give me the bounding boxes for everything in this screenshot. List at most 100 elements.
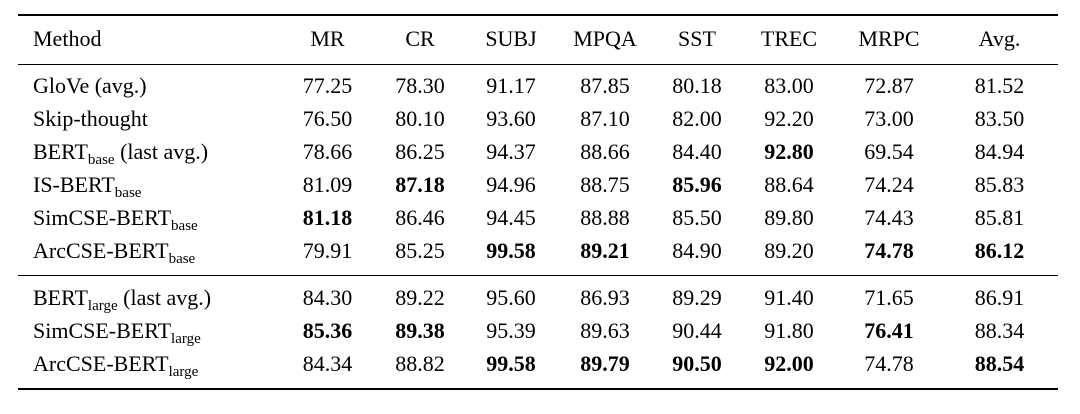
method-name: BERT (33, 285, 88, 310)
score-cell: 74.43 (864, 205, 914, 230)
table-row: SimCSE-BERTbase 81.18 86.46 94.45 88.88 85.50… (18, 202, 1058, 235)
score-cell: 84.94 (974, 139, 1025, 164)
score-cell: 84.34 (302, 351, 353, 376)
score-cell: 87.85 (580, 73, 630, 98)
score-cell: 93.60 (486, 106, 536, 131)
table-row: ArcCSE-BERTlarge 84.34 88.82 99.58 89.79 90.5… (18, 348, 1058, 390)
method-subscript: large (168, 364, 199, 380)
method-name: ArcCSE-BERT (33, 351, 169, 376)
score-cell: 81.18 (302, 205, 353, 230)
method-subscript: large (171, 331, 201, 347)
score-cell: 86.91 (974, 285, 1025, 310)
method-cell: Skip-thought (18, 103, 280, 136)
method-name: ArcCSE-BERT (33, 238, 169, 263)
method-name: Skip-thought (33, 106, 148, 131)
header-cell-subj: SUBJ (465, 15, 557, 65)
score-cell: 79.91 (302, 238, 353, 263)
score-cell: 88.82 (395, 351, 445, 376)
score-cell: 91.17 (486, 73, 536, 98)
method-cell: GloVe (avg.) (18, 65, 280, 103)
method-cell: SimCSE-BERTlarge (18, 315, 280, 348)
score-cell: 86.12 (974, 238, 1025, 263)
score-cell: 85.81 (974, 205, 1025, 230)
method-cell: BERTbase (last avg.) (18, 136, 280, 169)
header-cell-trec: TREC (741, 15, 837, 65)
method-name: GloVe (avg.) (33, 73, 147, 98)
score-cell: 89.20 (764, 238, 814, 263)
table-row: BERTbase (last avg.) 78.66 86.25 94.37 88.66… (18, 136, 1058, 169)
score-cell: 78.30 (395, 73, 445, 98)
score-cell: 90.50 (672, 351, 722, 376)
score-cell: 83.50 (974, 106, 1025, 131)
score-cell: 88.66 (580, 139, 630, 164)
score-cell: 89.80 (764, 205, 814, 230)
method-name: IS-BERT (33, 172, 115, 197)
score-cell: 86.46 (395, 205, 445, 230)
score-cell: 92.20 (764, 106, 814, 131)
score-cell: 92.00 (764, 351, 814, 376)
method-cell: BERTlarge (last avg.) (18, 276, 280, 315)
score-cell: 92.80 (764, 139, 814, 164)
score-cell: 89.63 (580, 318, 630, 343)
benchmark-results-table: Method MR CR SUBJ MPQA SST TREC MRPC Avg. GloVe (… (18, 14, 1058, 390)
score-cell: 86.25 (395, 139, 445, 164)
score-cell: 69.54 (864, 139, 914, 164)
score-cell: 99.58 (486, 238, 536, 263)
score-cell: 94.37 (486, 139, 536, 164)
score-cell: 89.21 (580, 238, 630, 263)
section-large-models: BERTlarge (last avg.) 84.30 89.22 95.60 86.9… (18, 275, 1058, 390)
table-header: Method MR CR SUBJ MPQA SST TREC MRPC Avg. (18, 15, 1058, 65)
score-cell: 89.79 (580, 351, 630, 376)
header-cell-sst: SST (653, 15, 741, 65)
score-cell: 74.24 (864, 172, 914, 197)
score-cell: 84.40 (672, 139, 722, 164)
header-cell-mpqa: MPQA (557, 15, 653, 65)
method-subscript: base (114, 185, 142, 201)
score-cell: 88.64 (764, 172, 814, 197)
table-row: GloVe (avg.) 77.25 78.30 91.17 87.85 80.18 83.… (18, 65, 1058, 103)
table-row: BERTlarge (last avg.) 84.30 89.22 95.60 86.9… (18, 276, 1058, 315)
paper-table-region: Method MR CR SUBJ MPQA SST TREC MRPC Avg. GloVe (… (18, 14, 1058, 390)
header-cell-mrpc: MRPC (837, 15, 941, 65)
score-cell: 71.65 (864, 285, 914, 310)
table-row: Skip-thought 76.50 80.10 93.60 87.10 82.00 92.… (18, 103, 1058, 136)
score-cell: 81.52 (974, 73, 1025, 98)
score-cell: 76.50 (302, 106, 353, 131)
method-suffix: (last avg.) (117, 285, 212, 310)
score-cell: 89.29 (672, 285, 722, 310)
score-cell: 89.22 (395, 285, 445, 310)
method-subscript: large (87, 298, 118, 314)
score-cell: 87.18 (395, 172, 445, 197)
score-cell: 72.87 (864, 73, 914, 98)
score-cell: 85.25 (395, 238, 445, 263)
method-name: BERT (33, 139, 88, 164)
score-cell: 88.75 (580, 172, 630, 197)
score-cell: 76.41 (864, 318, 914, 343)
score-cell: 77.25 (302, 73, 353, 98)
method-subscript: base (171, 218, 198, 234)
score-cell: 80.10 (395, 106, 445, 131)
method-subscript: base (87, 152, 115, 168)
score-cell: 80.18 (672, 73, 722, 98)
method-subscript: base (168, 251, 196, 267)
score-cell: 82.00 (672, 106, 722, 131)
score-cell: 95.60 (486, 285, 536, 310)
score-cell: 88.34 (974, 318, 1025, 343)
method-cell: ArcCSE-BERTlarge (18, 348, 280, 390)
header-row: Method MR CR SUBJ MPQA SST TREC MRPC Avg. (18, 15, 1058, 65)
score-cell: 74.78 (864, 351, 914, 376)
score-cell: 94.96 (486, 172, 536, 197)
table-row: IS-BERTbase 81.09 87.18 94.96 88.75 85.96 88.6… (18, 169, 1058, 202)
method-name: SimCSE-BERT (33, 318, 172, 343)
score-cell: 91.40 (764, 285, 814, 310)
header-cell-avg: Avg. (941, 15, 1058, 65)
header-cell-cr: CR (375, 15, 465, 65)
score-cell: 89.38 (395, 318, 445, 343)
score-cell: 88.88 (580, 205, 630, 230)
score-cell: 78.66 (302, 139, 353, 164)
score-cell: 85.50 (672, 205, 722, 230)
score-cell: 85.83 (974, 172, 1025, 197)
score-cell: 86.93 (580, 285, 630, 310)
score-cell: 73.00 (864, 106, 914, 131)
score-cell: 91.80 (764, 318, 814, 343)
